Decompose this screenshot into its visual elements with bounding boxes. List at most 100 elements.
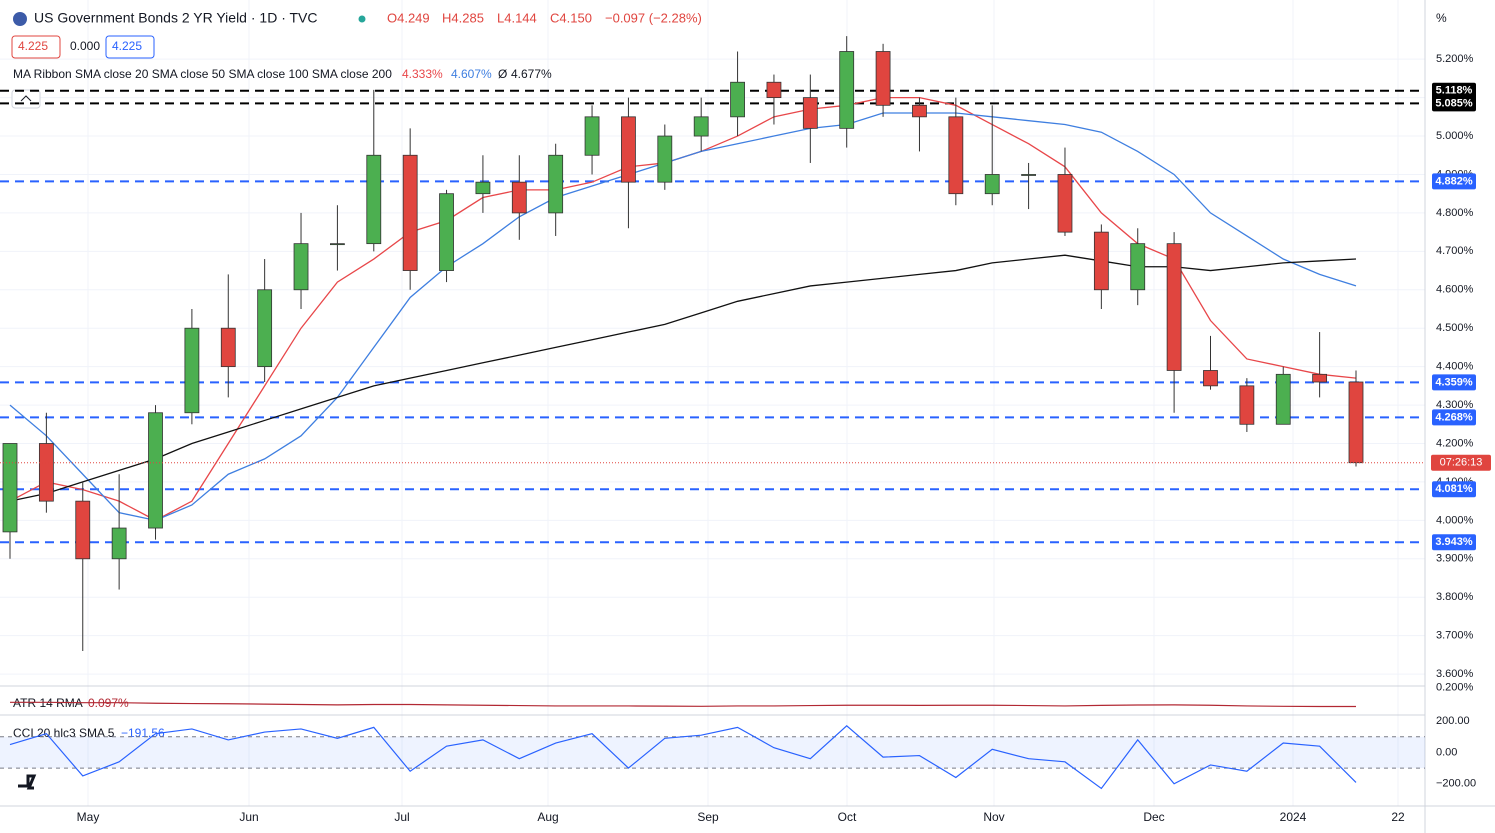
candle-body — [839, 51, 855, 129]
candle-body — [111, 527, 127, 560]
candle-body — [402, 154, 418, 271]
cci-band — [0, 736, 1425, 769]
x-tick-label: Sep — [697, 810, 719, 824]
bid-box[interactable] — [11, 35, 61, 59]
ma-value: 4.333% — [402, 67, 443, 81]
tv-logo — [18, 774, 37, 790]
level-label: 5.118% — [1436, 85, 1473, 97]
collapse-icon — [20, 95, 32, 102]
countdown-bg — [1431, 454, 1491, 471]
candle-body — [766, 81, 782, 99]
x-tick-label: Jun — [239, 810, 258, 824]
level-label-bg — [1432, 82, 1476, 99]
y-tick-label: 4.300% — [1436, 399, 1474, 411]
cci-tick-label: −200.00 — [1436, 778, 1476, 790]
y-tick-label: 4.400% — [1436, 361, 1474, 373]
y-tick-label: 4.700% — [1436, 245, 1474, 257]
symbol-title[interactable]: US Government Bonds 2 YR Yield · 1D · TV… — [34, 10, 318, 26]
cci-tick-label: 200.00 — [1436, 715, 1470, 727]
level-label-bg — [1432, 534, 1476, 551]
ma-legend[interactable]: MA Ribbon SMA close 20 SMA close 50 SMA … — [13, 67, 392, 81]
candle-body — [220, 327, 236, 368]
collapse-button[interactable] — [11, 89, 41, 109]
candle-body — [621, 116, 636, 183]
level-label: 4.359% — [1435, 376, 1473, 388]
x-tick-label: May — [77, 810, 100, 824]
y-tick-label: 4.800% — [1436, 207, 1474, 219]
y-tick-label: 3.800% — [1436, 591, 1474, 603]
candle-body — [1093, 231, 1109, 291]
candle-body — [1166, 243, 1182, 371]
candle-body — [366, 154, 382, 245]
ohlc-close: C4.150 — [550, 10, 592, 25]
x-tick-label: Jul — [394, 810, 409, 824]
bid: 4.225 — [18, 39, 48, 53]
ma-line — [9, 112, 1357, 522]
candle-body — [1021, 174, 1036, 176]
atr-tick-label: 0.200% — [1436, 682, 1474, 694]
candle-body — [657, 135, 673, 183]
spread: 0.000 — [70, 39, 100, 53]
ohlc-change: −0.097 (−2.28%) — [605, 10, 702, 25]
y-tick-label: 4.500% — [1436, 322, 1474, 334]
y-tick-label: 5.200% — [1436, 53, 1474, 65]
candle-body — [1203, 370, 1218, 387]
candle-body — [184, 327, 200, 414]
candle-body — [257, 289, 273, 368]
x-tick-label: 2024 — [1280, 810, 1307, 824]
unit-label: % — [1436, 11, 1447, 25]
candle-body — [1348, 381, 1364, 464]
ohlc-open: O4.249 — [387, 10, 430, 25]
level-label: 4.081% — [1435, 483, 1473, 495]
candle-body — [475, 181, 491, 195]
ma-value: 4.607% — [451, 67, 492, 81]
candle-body — [38, 443, 54, 502]
y-tick-label: 4.000% — [1436, 514, 1474, 526]
candle-body — [330, 243, 345, 246]
x-tick-label: Aug — [537, 810, 558, 824]
x-tick-label: Nov — [983, 810, 1004, 824]
cci-tick-label: 0.00 — [1436, 746, 1457, 758]
candle-body — [511, 181, 527, 214]
y-tick-label: 3.900% — [1436, 553, 1474, 565]
x-tick-label: Oct — [838, 810, 857, 824]
y-tick-label: 4.600% — [1436, 284, 1474, 296]
ohlc-high: H4.285 — [442, 10, 484, 25]
atr-line — [10, 701, 1356, 708]
cci-line — [9, 725, 1357, 790]
ask-box[interactable] — [105, 35, 155, 59]
x-tick-label: Dec — [1143, 810, 1164, 824]
level-label-bg — [1432, 374, 1476, 391]
level-label: 3.943% — [1435, 536, 1473, 548]
atr-label: ATR 14 RMA — [13, 696, 83, 710]
candle-body — [1239, 385, 1255, 425]
candle-body — [693, 116, 709, 137]
candle-body — [1057, 174, 1073, 233]
candle-body — [984, 174, 1000, 195]
candle-body — [912, 104, 927, 118]
level-label: 4.268% — [1435, 411, 1473, 423]
candle-body — [148, 412, 163, 529]
level-label: 5.085% — [1435, 97, 1473, 109]
y-tick-label: 3.700% — [1436, 630, 1474, 642]
flag-icon — [13, 12, 27, 26]
y-tick-label: 3.600% — [1436, 668, 1474, 680]
y-tick-label: 5.000% — [1436, 130, 1474, 142]
candle-body — [1275, 373, 1291, 425]
ma-value: 4.677% — [511, 67, 552, 81]
ask: 4.225 — [112, 39, 142, 53]
level-label: 4.882% — [1435, 175, 1473, 187]
candle-body — [548, 154, 564, 214]
candle-body — [584, 116, 600, 156]
ma-value: Ø — [498, 67, 507, 81]
candle-body — [1130, 243, 1146, 291]
status-dot — [358, 15, 366, 23]
candle-body — [948, 116, 964, 195]
level-label-bg — [1432, 481, 1476, 498]
candle-body — [293, 243, 309, 291]
candle-body — [75, 500, 91, 560]
candle-body — [875, 51, 891, 106]
countdown: 07:26:13 — [1440, 457, 1483, 469]
